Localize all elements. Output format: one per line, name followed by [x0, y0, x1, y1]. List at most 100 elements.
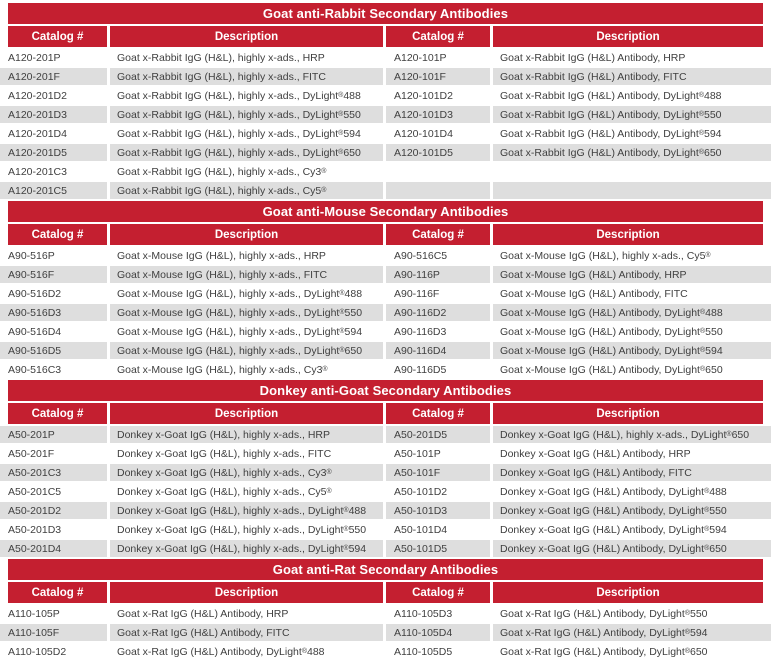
description-cell: Goat x-Rabbit IgG (H&L) Antibody, DyLigh… — [493, 144, 771, 161]
description-cell: Goat x-Mouse IgG (H&L) Antibody, FITC — [493, 285, 771, 302]
description-cell: Goat x-Rat IgG (H&L) Antibody, DyLight ® … — [110, 643, 383, 660]
catalog-cell: A120-101D4 — [386, 125, 490, 142]
description-cell: Goat x-Rabbit IgG (H&L) Antibody, FITC — [493, 68, 771, 85]
catalog-cell: A90-516D4 — [0, 323, 107, 340]
catalog-cell: A120-201C5 — [0, 182, 107, 199]
table-row: A120-201D4 Goat x-Rabbit IgG (H&L), highl… — [0, 125, 771, 142]
description-cell: Goat x-Mouse IgG (H&L), highly x-ads., D… — [110, 285, 383, 302]
catalog-cell: A110-105D2 — [0, 643, 107, 660]
catalog-cell: A90-516D3 — [0, 304, 107, 321]
description-cell: Goat x-Mouse IgG (H&L) Antibody, HRP — [493, 266, 771, 283]
description-cell: Goat x-Rabbit IgG (H&L), highly x-ads., … — [110, 144, 383, 161]
table-row: A120-201D2 Goat x-Rabbit IgG (H&L), highl… — [0, 87, 771, 104]
catalog-column-header: Catalog # — [8, 26, 107, 47]
table-row: A50-201F Donkey x-Goat IgG (H&L), highly … — [0, 445, 771, 462]
description-cell: Goat x-Rabbit IgG (H&L), highly x-ads., … — [110, 106, 383, 123]
description-cell: Goat x-Rabbit IgG (H&L) Antibody, HRP — [493, 49, 771, 66]
description-cell: Goat x-Mouse IgG (H&L), highly x-ads., D… — [110, 342, 383, 359]
description-column-header: Description — [110, 582, 383, 603]
description-cell — [493, 182, 771, 199]
catalog-cell: A50-201D4 — [0, 540, 107, 557]
catalog-cell: A50-101D5 — [386, 540, 490, 557]
description-cell — [493, 163, 771, 180]
description-cell: Goat x-Mouse IgG (H&L), highly x-ads., D… — [110, 304, 383, 321]
antibody-section: Donkey anti-Goat Secondary Antibodies Cat… — [0, 380, 771, 557]
section-title: Goat anti-Rabbit Secondary Antibodies — [8, 3, 763, 24]
description-column-header: Description — [110, 403, 383, 424]
description-cell: Donkey x-Goat IgG (H&L), highly x-ads., … — [110, 540, 383, 557]
table-header-row: Catalog # Description Catalog # Description — [8, 582, 763, 603]
catalog-cell: A90-116P — [386, 266, 490, 283]
catalog-cell: A90-116D3 — [386, 323, 490, 340]
table-row: A90-516C3 Goat x-Mouse IgG (H&L), highly … — [0, 361, 771, 378]
description-cell: Goat x-Rat IgG (H&L) Antibody, DyLight ® … — [493, 605, 771, 622]
catalog-cell: A50-201C3 — [0, 464, 107, 481]
table-row: A120-201C5 Goat x-Rabbit IgG (H&L), highl… — [0, 182, 771, 199]
catalog-cell: A50-201F — [0, 445, 107, 462]
description-cell: Goat x-Mouse IgG (H&L) Antibody, DyLight… — [493, 342, 771, 359]
table-row: A50-201C5 Donkey x-Goat IgG (H&L), highly… — [0, 483, 771, 500]
catalog-cell: A110-105D4 — [386, 624, 490, 641]
catalog-column-header: Catalog # — [386, 224, 490, 245]
table-row: A50-201C3 Donkey x-Goat IgG (H&L), highly… — [0, 464, 771, 481]
description-cell: Goat x-Rabbit IgG (H&L), highly x-ads., … — [110, 125, 383, 142]
catalog-cell: A50-101D3 — [386, 502, 490, 519]
description-cell: Donkey x-Goat IgG (H&L) Antibody, DyLigh… — [493, 483, 771, 500]
table-row: A90-516F Goat x-Mouse IgG (H&L), highly x… — [0, 266, 771, 283]
description-cell: Goat x-Rat IgG (H&L) Antibody, FITC — [110, 624, 383, 641]
catalog-column-header: Catalog # — [386, 582, 490, 603]
description-column-header: Description — [110, 26, 383, 47]
description-column-header: Description — [493, 26, 763, 47]
description-cell: Goat x-Mouse IgG (H&L), highly x-ads., H… — [110, 247, 383, 264]
description-cell: Goat x-Rabbit IgG (H&L) Antibody, DyLigh… — [493, 87, 771, 104]
description-cell: Donkey x-Goat IgG (H&L), highly x-ads., … — [110, 464, 383, 481]
description-cell: Goat x-Rabbit IgG (H&L) Antibody, DyLigh… — [493, 106, 771, 123]
table-row: A90-516D2 Goat x-Mouse IgG (H&L), highly … — [0, 285, 771, 302]
catalog-column-header: Catalog # — [8, 403, 107, 424]
description-cell: Donkey x-Goat IgG (H&L), highly x-ads., … — [110, 426, 383, 443]
description-cell: Donkey x-Goat IgG (H&L) Antibody, DyLigh… — [493, 521, 771, 538]
catalog-column-header: Catalog # — [386, 26, 490, 47]
description-cell: Donkey x-Goat IgG (H&L), highly x-ads., … — [110, 521, 383, 538]
antibody-section: Goat anti-Rabbit Secondary Antibodies Cat… — [0, 3, 771, 199]
description-cell: Goat x-Rat IgG (H&L) Antibody, DyLight ® … — [493, 643, 771, 660]
catalog-cell: A90-516D5 — [0, 342, 107, 359]
description-cell: Donkey x-Goat IgG (H&L), highly x-ads., … — [110, 502, 383, 519]
table-header-row: Catalog # Description Catalog # Description — [8, 224, 763, 245]
description-cell: Donkey x-Goat IgG (H&L), highly x-ads., … — [110, 445, 383, 462]
catalog-cell: A120-201D3 — [0, 106, 107, 123]
table-row: A50-201P Donkey x-Goat IgG (H&L), highly … — [0, 426, 771, 443]
catalog-cell: A50-101D2 — [386, 483, 490, 500]
catalog-column-header: Catalog # — [8, 224, 107, 245]
description-cell: Donkey x-Goat IgG (H&L) Antibody, HRP — [493, 445, 771, 462]
catalog-cell: A50-101D4 — [386, 521, 490, 538]
catalog-column-header: Catalog # — [386, 403, 490, 424]
description-cell: Goat x-Rabbit IgG (H&L), highly x-ads., … — [110, 182, 383, 199]
description-cell: Goat x-Mouse IgG (H&L), highly x-ads., C… — [493, 247, 771, 264]
catalog-cell — [386, 163, 490, 180]
catalog-cell: A90-116D4 — [386, 342, 490, 359]
description-cell: Donkey x-Goat IgG (H&L) Antibody, DyLigh… — [493, 540, 771, 557]
description-cell: Goat x-Rat IgG (H&L) Antibody, HRP — [110, 605, 383, 622]
description-cell: Goat x-Mouse IgG (H&L) Antibody, DyLight… — [493, 323, 771, 340]
description-cell: Donkey x-Goat IgG (H&L) Antibody, FITC — [493, 464, 771, 481]
table-row: A120-201P Goat x-Rabbit IgG (H&L), highly… — [0, 49, 771, 66]
section-title: Goat anti-Mouse Secondary Antibodies — [8, 201, 763, 222]
table-row: A110-105D2 Goat x-Rat IgG (H&L) Antibody,… — [0, 643, 771, 660]
catalog-cell: A110-105D3 — [386, 605, 490, 622]
catalog-cell: A120-101F — [386, 68, 490, 85]
description-cell: Goat x-Rabbit IgG (H&L), highly x-ads., … — [110, 163, 383, 180]
table-row: A120-201D3 Goat x-Rabbit IgG (H&L), highl… — [0, 106, 771, 123]
catalog-cell: A120-101D2 — [386, 87, 490, 104]
description-cell: Goat x-Rabbit IgG (H&L) Antibody, DyLigh… — [493, 125, 771, 142]
table-row: A50-201D4 Donkey x-Goat IgG (H&L), highly… — [0, 540, 771, 557]
table-row: A50-201D2 Donkey x-Goat IgG (H&L), highly… — [0, 502, 771, 519]
catalog-cell: A90-516D2 — [0, 285, 107, 302]
table-row: A120-201D5 Goat x-Rabbit IgG (H&L), highl… — [0, 144, 771, 161]
description-column-header: Description — [493, 403, 763, 424]
catalog-cell: A110-105P — [0, 605, 107, 622]
catalog-cell: A50-201P — [0, 426, 107, 443]
table-row: A90-516D3 Goat x-Mouse IgG (H&L), highly … — [0, 304, 771, 321]
table-row: A50-201D3 Donkey x-Goat IgG (H&L), highly… — [0, 521, 771, 538]
table-row: A110-105F Goat x-Rat IgG (H&L) Antibody, … — [0, 624, 771, 641]
